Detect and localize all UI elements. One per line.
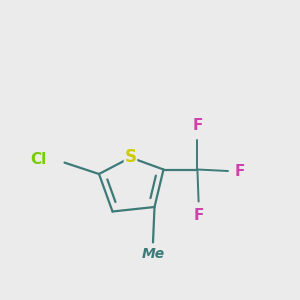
Text: F: F bbox=[235, 164, 245, 178]
Text: Cl: Cl bbox=[30, 152, 46, 167]
Text: F: F bbox=[194, 208, 204, 223]
Text: S: S bbox=[124, 148, 136, 166]
Text: Me: Me bbox=[141, 248, 165, 262]
Text: F: F bbox=[192, 118, 203, 133]
